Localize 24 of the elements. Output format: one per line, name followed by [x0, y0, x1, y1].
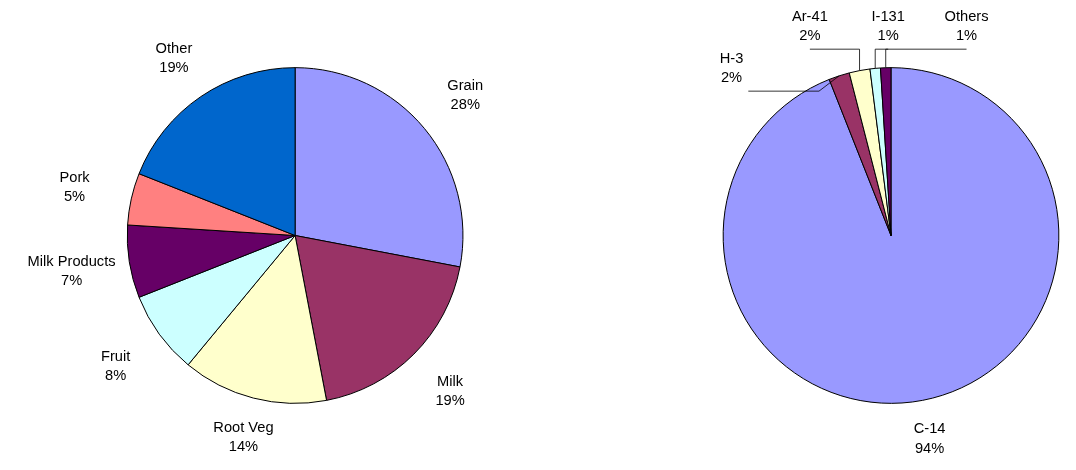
data-label: 19%	[435, 392, 465, 409]
slice-label: H-3	[719, 50, 744, 67]
slice-label: Ar-41	[791, 8, 828, 25]
data-label: 2%	[720, 69, 743, 86]
data-label: 1%	[877, 27, 899, 44]
slice-label: Grain	[447, 77, 484, 94]
slice-label: Pork	[59, 168, 91, 185]
data-label: 7%	[61, 272, 83, 289]
data-label: 94%	[914, 439, 945, 456]
slice-label: C-14	[913, 420, 946, 437]
slice-label: Milk Products	[27, 253, 116, 270]
data-label: 28%	[450, 96, 480, 113]
slice-label: I-131	[871, 8, 905, 25]
data-label: 19%	[159, 58, 189, 75]
data-label: 14%	[228, 438, 259, 455]
slice-label: Milk	[437, 372, 464, 389]
data-label: 1%	[955, 27, 978, 44]
slice-label: Other	[155, 39, 193, 56]
slice-label: Fruit	[101, 348, 131, 365]
slice-label: Others	[944, 8, 989, 25]
data-label: 5%	[63, 187, 86, 204]
data-label: 2%	[799, 27, 821, 44]
slice-label: Root Veg	[213, 419, 274, 436]
data-label: 8%	[105, 367, 127, 384]
